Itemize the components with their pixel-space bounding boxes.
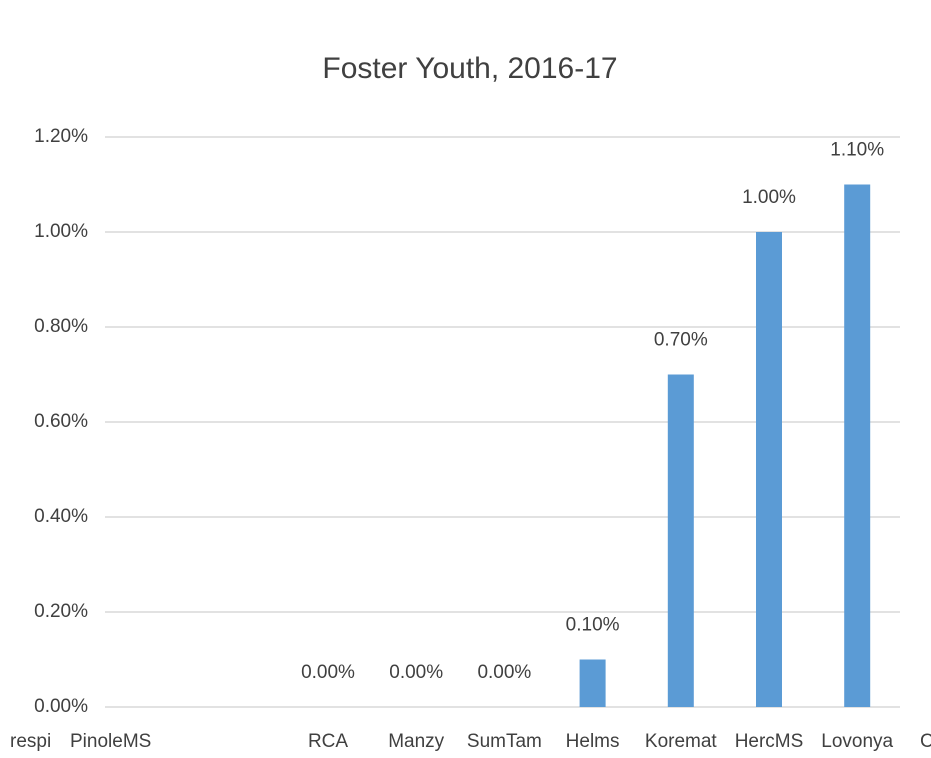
y-tick-label: 0.80% [34, 316, 88, 337]
y-tick-label: 1.20% [34, 126, 88, 147]
x-tick-label-fragment: PinoleMS [70, 731, 151, 752]
bar [667, 374, 694, 707]
x-tick-label: Lovonya [821, 731, 893, 752]
x-tick-label: HercMS [735, 731, 804, 752]
data-label: 0.10% [566, 615, 620, 636]
x-tick-label: Manzy [388, 731, 444, 752]
x-tick-label: Helms [566, 731, 620, 752]
data-label: 1.10% [830, 140, 884, 161]
x-tick-label-fragment: respi [10, 731, 51, 752]
data-label: 0.00% [301, 662, 355, 683]
y-tick-label: 0.20% [34, 601, 88, 622]
bar [844, 184, 871, 707]
data-label: 0.70% [654, 330, 708, 351]
x-tick-label: RCA [308, 731, 348, 752]
y-tick-label: 0.40% [34, 506, 88, 527]
data-label: 0.00% [389, 662, 443, 683]
y-tick-label: 1.00% [34, 221, 88, 242]
x-tick-label: Koremat [645, 731, 718, 752]
chart-title: Foster Youth, 2016-17 [322, 52, 617, 85]
y-tick-label: 0.00% [34, 696, 88, 717]
y-tick-label: 0.60% [34, 411, 88, 432]
data-label: 0.00% [477, 662, 531, 683]
x-tick-label-fragment: C [920, 731, 931, 752]
bar [756, 232, 782, 707]
data-label: 1.00% [742, 187, 796, 208]
bar [579, 659, 606, 707]
x-tick-label: SumTam [467, 731, 542, 752]
